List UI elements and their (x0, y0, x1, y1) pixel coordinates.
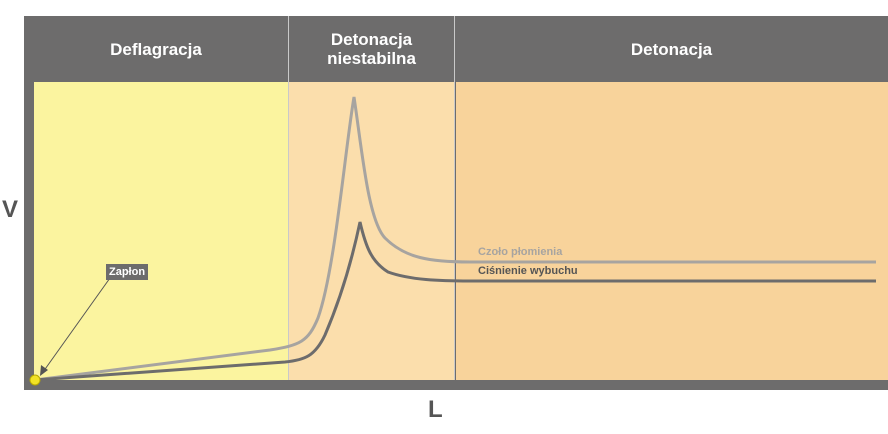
x-axis-label: L (428, 396, 443, 423)
zone-divider-1 (288, 16, 289, 380)
zone-deflagration (34, 82, 288, 380)
zone-divider-2 (454, 16, 455, 380)
blast-pressure-label: Ciśnienie wybuchu (478, 265, 578, 277)
diagram-frame: Deflagracja Detonacja niestabilna Detona… (24, 16, 888, 390)
zone-detonation (456, 82, 888, 380)
zone-unstable-detonation (289, 82, 455, 380)
flame-front-curve (34, 96, 876, 382)
y-axis-label: V (2, 196, 19, 223)
zone-title-detonation: Detonacja (630, 39, 713, 59)
ignition-arrow-line (42, 277, 111, 373)
zone-title-deflagration: Deflagracja (110, 39, 202, 59)
blast-pressure-curve (34, 221, 876, 382)
ignition-marker (29, 374, 41, 386)
ignition-label: Zapłon (106, 264, 149, 280)
zone-header: Deflagracja Detonacja niestabilna Detona… (24, 16, 888, 82)
zone-title-unstable-detonation: Detonacja niestabilna (327, 30, 416, 68)
ignition-arrow-head (40, 365, 48, 376)
flame-front-label: Czoło płomienia (478, 246, 563, 258)
